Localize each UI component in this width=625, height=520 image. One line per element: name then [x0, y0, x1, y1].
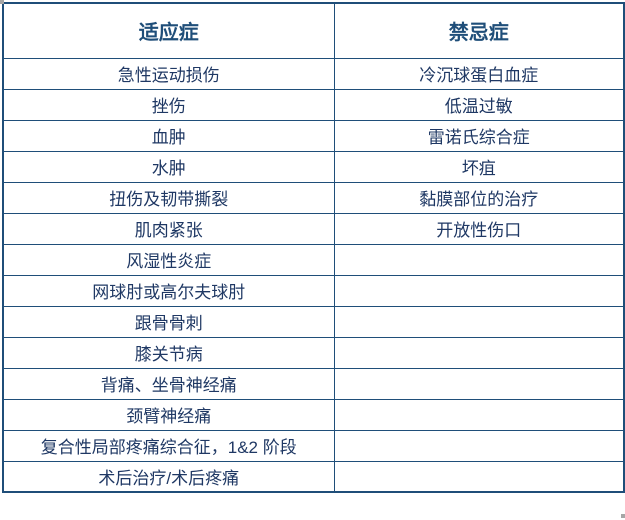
- table-row: 跟骨骨刺: [2, 305, 625, 338]
- indication-cell: 急性运动损伤: [2, 57, 335, 90]
- contraindication-cell: 开放性伤口: [333, 212, 625, 245]
- column-header-contraindications: 禁忌症: [333, 2, 625, 59]
- indication-cell: 颈臂神经痛: [2, 398, 335, 431]
- contraindication-cell: [333, 336, 625, 369]
- contraindication-cell: [333, 429, 625, 462]
- contraindication-cell: [333, 243, 625, 276]
- indication-cell: 复合性局部疼痛综合征，1&2 阶段: [2, 429, 335, 462]
- table-row: 扭伤及韧带撕裂 黏膜部位的治疗: [2, 181, 625, 214]
- contraindication-cell: 雷诺氏综合症: [333, 119, 625, 152]
- contraindication-cell: 低温过敏: [333, 88, 625, 121]
- table-row: 血肿 雷诺氏综合症: [2, 119, 625, 152]
- table-corner-handle: [621, 514, 625, 518]
- header-row: 适应症 禁忌症: [2, 2, 625, 59]
- indication-cell: 挫伤: [2, 88, 335, 121]
- indication-cell: 水肿: [2, 150, 335, 183]
- table-row: 复合性局部疼痛综合征，1&2 阶段: [2, 429, 625, 462]
- table-row: 水肿 坏疽: [2, 150, 625, 183]
- contraindication-cell: 黏膜部位的治疗: [333, 181, 625, 214]
- indication-cell: 膝关节病: [2, 336, 335, 369]
- table-row: 膝关节病: [2, 336, 625, 369]
- indications-contraindications-table: 适应症 禁忌症 急性运动损伤 冷沉球蛋白血症 挫伤 低温过敏 血肿 雷诺氏综合症…: [2, 2, 625, 493]
- indication-cell: 扭伤及韧带撕裂: [2, 181, 335, 214]
- table-row: 肌肉紧张 开放性伤口: [2, 212, 625, 245]
- contraindication-cell: 冷沉球蛋白血症: [333, 57, 625, 90]
- contraindication-cell: [333, 398, 625, 431]
- indication-cell: 网球肘或高尔夫球肘: [2, 274, 335, 307]
- indication-cell: 风湿性炎症: [2, 243, 335, 276]
- column-header-indications: 适应症: [2, 2, 335, 59]
- indication-cell: 跟骨骨刺: [2, 305, 335, 338]
- contraindication-cell: [333, 367, 625, 400]
- table-row: 术后治疗/术后疼痛: [2, 460, 625, 493]
- table-row: 颈臂神经痛: [2, 398, 625, 431]
- table-row: 网球肘或高尔夫球肘: [2, 274, 625, 307]
- contraindication-cell: [333, 305, 625, 338]
- table-row: 急性运动损伤 冷沉球蛋白血症: [2, 57, 625, 90]
- indication-cell: 术后治疗/术后疼痛: [2, 460, 335, 493]
- indication-cell: 肌肉紧张: [2, 212, 335, 245]
- table-row: 挫伤 低温过敏: [2, 88, 625, 121]
- indication-cell: 血肿: [2, 119, 335, 152]
- contraindication-cell: 坏疽: [333, 150, 625, 183]
- table-row: 背痛、坐骨神经痛: [2, 367, 625, 400]
- indication-cell: 背痛、坐骨神经痛: [2, 367, 335, 400]
- contraindication-cell: [333, 274, 625, 307]
- contraindication-cell: [333, 460, 625, 493]
- table-row: 风湿性炎症: [2, 243, 625, 276]
- table-corner-handle: [0, 0, 4, 4]
